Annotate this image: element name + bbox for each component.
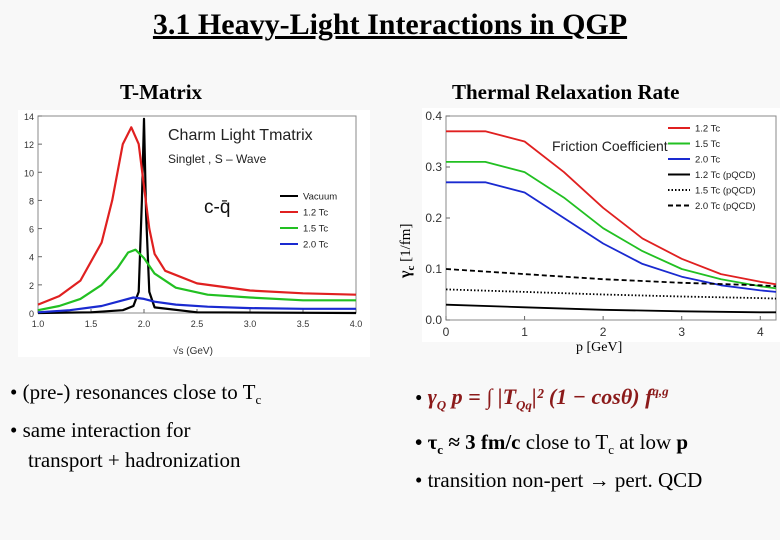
tmatrix-xtick-label: 2.5: [191, 319, 204, 329]
friction-series-line: [446, 161, 777, 290]
left-bullet-2-cont: transport + hadronization: [28, 448, 241, 473]
left-bullet-1: • (pre-) resonances close to Tc: [10, 377, 390, 415]
right-bullet-2-tau-sub: c: [437, 441, 444, 457]
friction-legend-label: 1.2 Tc: [695, 124, 720, 135]
right-bullet-1-marker: •: [415, 385, 423, 410]
friction-xlabel: p [GeV]: [576, 340, 622, 355]
tmatrix-ytick-label: 10: [24, 168, 34, 178]
friction-xtick-label: 4: [757, 325, 764, 339]
tmatrix-chart-background: [18, 110, 370, 357]
friction-legend-label: 1.5 Tc (pQCD): [695, 186, 756, 197]
tmatrix-chart: 1.0 1.5 2.0 2.5 3.0 3.5 4.0 0 2 4 6 8 10 12 14 Charm L…: [18, 110, 370, 357]
left-bullet-1-text: • (pre-) resonances close to T: [10, 380, 256, 404]
friction-legend-label: 1.5 Tc: [695, 139, 720, 150]
friction-title: Friction Coefficient: [552, 138, 668, 154]
slide-title: 3.1 Heavy-Light Interactions in QGP: [152, 8, 628, 41]
right-bullet-2-tau: • τ: [415, 429, 438, 454]
tmatrix-series-line: [37, 126, 357, 306]
tmatrix-xlabel: √s (GeV): [173, 345, 213, 357]
tmatrix-series-line: [37, 248, 356, 312]
left-bullet-1-sub: c: [255, 392, 262, 408]
tmatrix-title: Charm Light Tmatrix: [168, 127, 313, 144]
tmatrix-ytick-label: 12: [24, 140, 34, 150]
formula-gamma-sub: Q: [436, 397, 447, 413]
friction-legend-label: 1.2 Tc (pQCD): [695, 170, 756, 181]
friction-xtick-label: 3: [678, 325, 685, 339]
tmatrix-xtick-label: 3.5: [297, 319, 310, 329]
formula-t-sub: Qq: [516, 397, 532, 413]
friction-xtick-label: 1: [521, 325, 528, 339]
friction-legend-label: 2.0 Tc (pQCD): [695, 201, 756, 212]
friction-xtick-label: 2: [600, 325, 607, 339]
right-heading: Thermal Relaxation Rate: [452, 80, 680, 104]
friction-ytick-label: 0.1: [425, 262, 442, 276]
left-heading: T-Matrix: [120, 80, 203, 104]
friction-chart: 0 1 2 3 4 0.0 0.1 0.2 0.3 0.4 Friction Coefficien…: [397, 108, 780, 355]
friction-ytick-label: 0.2: [425, 211, 442, 225]
tmatrix-annotation: c-q̄: [204, 197, 230, 218]
tmatrix-xtick-label: 2.0: [138, 319, 151, 329]
tmatrix-legend-label: 2.0 Tc: [303, 240, 328, 251]
friction-series-line: [446, 181, 777, 293]
friction-ylabel-gamma: γ: [397, 270, 414, 279]
tmatrix-ytick-label: 2: [29, 281, 34, 291]
tmatrix-xtick-label: 1.0: [32, 319, 45, 329]
formula-f-sup: q,g: [652, 384, 669, 399]
tmatrix-xtick-label: 3.0: [244, 319, 257, 329]
tmatrix-legend-label: 1.2 Tc: [303, 208, 328, 219]
tmatrix-xtick-label: 1.5: [85, 319, 98, 329]
friction-ylabel-sub: c: [405, 266, 417, 271]
right-bullet-2-rest-sub: c: [608, 441, 614, 457]
friction-legend-label: 2.0 Tc: [695, 155, 720, 166]
tmatrix-subtitle: Singlet , S – Wave: [168, 152, 267, 166]
tmatrix-series-line: [37, 296, 356, 314]
tmatrix-ytick-label: 0: [29, 309, 34, 319]
friction-series-line: [445, 288, 777, 300]
tmatrix-legend-label: Vacuum: [303, 192, 337, 203]
right-bullet-2-p: p: [676, 429, 689, 454]
tmatrix-ytick-label: 14: [24, 112, 34, 122]
relaxation-rate-formula: γQ p = ∫ |TQq|² (1 − cosθ) fq,g: [427, 384, 669, 413]
friction-ytick-label: 0.4: [425, 109, 442, 123]
left-bullet-list: • (pre-) resonances close to Tc • same i…: [10, 377, 390, 475]
formula-gamma: γ: [427, 384, 437, 410]
friction-series-line: [445, 268, 777, 288]
friction-series-line: [445, 303, 776, 314]
tmatrix-ytick-label: 6: [29, 225, 34, 235]
friction-xtick-label: 0: [443, 325, 450, 339]
friction-ytick-label: 0.0: [425, 313, 442, 327]
formula-end: |² (1 − cosθ) f: [531, 384, 653, 410]
right-bullet-3: • transition non-pert → pert. QCD: [415, 467, 703, 492]
left-bullet-2: • same interaction for: [10, 418, 191, 443]
right-bullet-2-value: ≈ 3 fm/c: [443, 429, 521, 454]
right-bullet-list: • γQ p = ∫ |TQq|² (1 − cosθ) fq,g • τc ≈…: [415, 377, 780, 495]
friction-ylabel-unit: [1/fm]: [398, 224, 414, 266]
friction-ytick-label: 0.3: [425, 160, 442, 174]
tmatrix-xtick-label: 4.0: [350, 319, 363, 329]
friction-chart-background: [422, 108, 780, 342]
tmatrix-series-line: [37, 117, 357, 315]
friction-series-line: [446, 130, 777, 286]
tmatrix-ytick-label: 4: [29, 253, 34, 263]
right-bullet-2: • τc ≈ 3 fm/c close to Tc at low p: [415, 427, 780, 465]
friction-ylabel: γc [1/fm]: [397, 224, 417, 279]
right-bullet-2-tail: at low: [613, 429, 677, 454]
tmatrix-ytick-label: 8: [29, 196, 34, 206]
tmatrix-legend-label: 1.5 Tc: [303, 224, 328, 235]
formula-middle: p = ∫ |T: [446, 384, 517, 410]
right-bullet-formula: • γQ p = ∫ |TQq|² (1 − cosθ) fq,g: [415, 377, 780, 421]
right-bullet-2-rest: close to T: [520, 429, 609, 454]
